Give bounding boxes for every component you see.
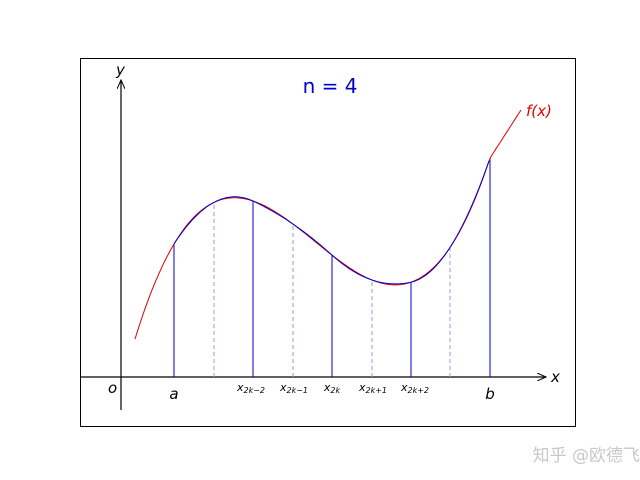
chart-title: n = 4 bbox=[303, 74, 358, 98]
interpolating-parabolas bbox=[173, 160, 490, 285]
midpoint-lines bbox=[213, 202, 451, 377]
watermark: 知乎 @欧德飞 bbox=[532, 446, 640, 466]
label-b: b bbox=[485, 385, 495, 403]
curve-label: f(x) bbox=[526, 102, 552, 120]
node-label-3: x2k+1 bbox=[358, 381, 387, 395]
origin-label: o bbox=[108, 379, 117, 397]
y-axis-label: y bbox=[115, 61, 126, 79]
node-label-2: x2k bbox=[323, 381, 341, 395]
node-label-4: x2k+2 bbox=[400, 381, 429, 395]
plot-frame bbox=[80, 58, 576, 427]
x-axis-label: x bbox=[550, 368, 560, 386]
node-lines bbox=[173, 158, 491, 377]
node-label-0: x2k−2 bbox=[236, 381, 265, 395]
label-a: a bbox=[169, 385, 178, 403]
node-label-1: x2k−1 bbox=[279, 381, 308, 395]
node-labels: x2k−2 x2k−1 x2k x2k+1 x2k+2 bbox=[236, 381, 429, 395]
